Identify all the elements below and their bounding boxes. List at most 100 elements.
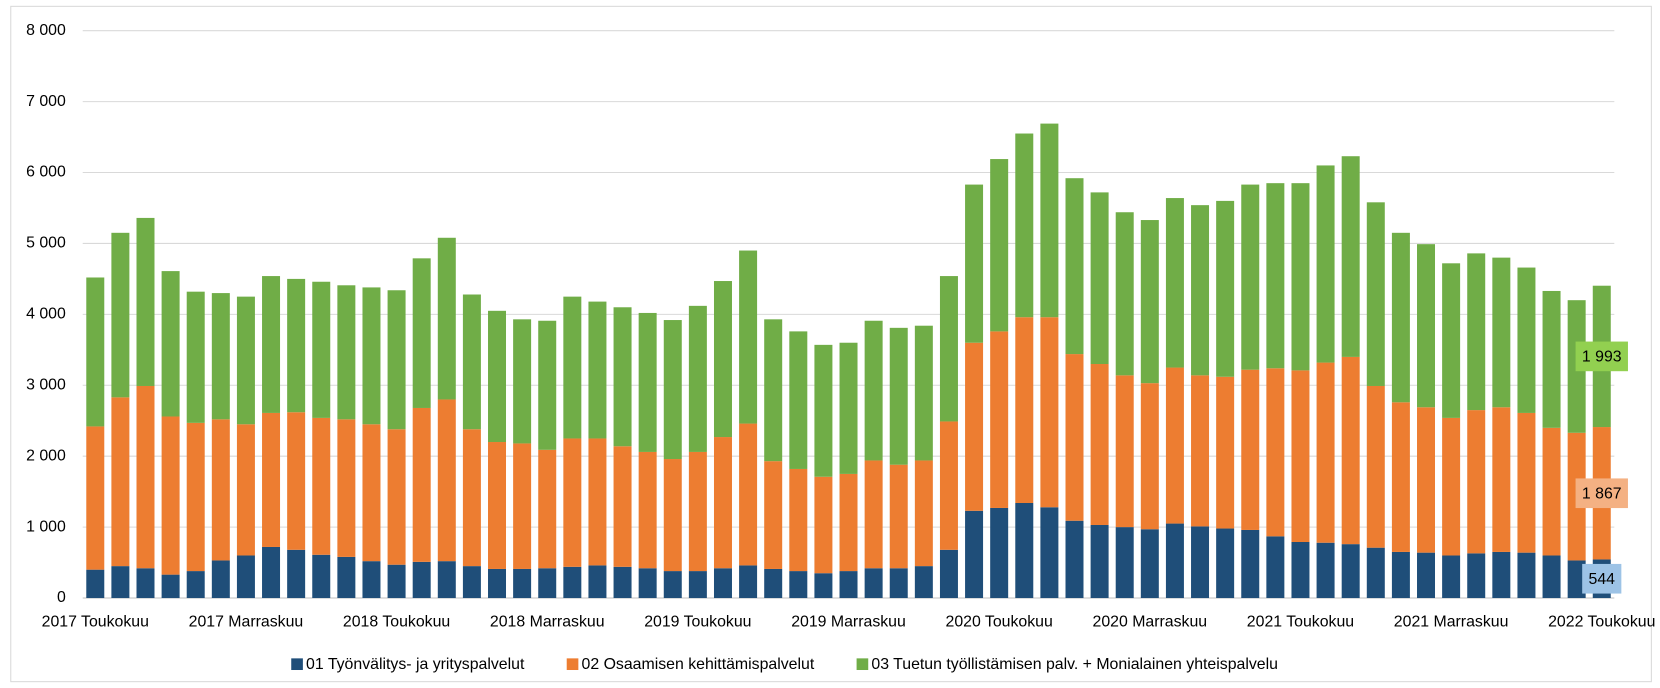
bar-segment xyxy=(287,549,306,599)
bar-segment xyxy=(1165,523,1184,599)
bar-segment xyxy=(1015,503,1034,599)
bar-segment xyxy=(990,507,1009,599)
bar-segment xyxy=(914,566,933,599)
bar-segment xyxy=(1216,200,1235,377)
bar-segment xyxy=(613,446,632,567)
bar-segment xyxy=(136,568,155,599)
bar-segment xyxy=(588,438,607,566)
x-tick-label: 2021 Marraskuu xyxy=(1394,614,1509,631)
bar-segment xyxy=(1366,202,1385,386)
bar-segment xyxy=(990,159,1009,332)
bar-segment xyxy=(1316,165,1335,363)
bar-segment xyxy=(488,442,507,569)
bar-segment xyxy=(914,460,933,567)
bar-segment xyxy=(538,568,557,599)
bar-segment xyxy=(1417,244,1436,408)
bar-segment xyxy=(111,232,130,398)
bar-segment xyxy=(1467,553,1486,599)
x-tick-label: 2017 Marraskuu xyxy=(189,614,304,631)
bar-segment xyxy=(688,571,707,599)
bar-segment xyxy=(186,422,205,572)
bar-segment xyxy=(1366,385,1385,548)
bar-segment xyxy=(1040,317,1059,508)
bar-segment xyxy=(538,320,557,450)
y-tick-label: 7 000 xyxy=(26,93,66,110)
data-label-box xyxy=(1575,341,1628,372)
bar-segment xyxy=(713,437,732,569)
bar-segment xyxy=(789,331,808,469)
bar-segment xyxy=(362,561,381,599)
bar-segment xyxy=(111,397,130,567)
bar-segment xyxy=(287,278,306,413)
bar-segment xyxy=(1191,205,1210,376)
bar-segment xyxy=(1191,375,1210,527)
bar-segment xyxy=(739,565,758,599)
bar-segment xyxy=(337,556,356,599)
bar-segment xyxy=(990,331,1009,508)
bar-segment xyxy=(262,546,281,599)
bar-segment xyxy=(1090,524,1109,599)
bar-segment xyxy=(814,573,833,599)
bar-segment xyxy=(663,571,682,599)
bar-segment xyxy=(1417,407,1436,553)
bar-segment xyxy=(638,568,657,599)
bar-segment xyxy=(312,281,331,418)
bar-segment xyxy=(287,412,306,550)
bar-segment xyxy=(1165,367,1184,524)
bar-segment xyxy=(387,564,406,599)
bar-segment xyxy=(1542,427,1561,556)
bar-segment xyxy=(839,473,858,572)
y-tick-label: 2 000 xyxy=(26,447,66,464)
bar-segment xyxy=(713,568,732,599)
bar-segment xyxy=(211,293,230,420)
bar-segment xyxy=(839,342,858,474)
x-tick-label: 2020 Toukokuu xyxy=(946,614,1053,631)
bar-segment xyxy=(462,566,481,599)
bar-segment xyxy=(1241,369,1260,530)
bar-segment xyxy=(563,438,582,567)
bar-segment xyxy=(713,281,732,438)
bar-segment xyxy=(588,565,607,599)
data-label: 1 993 xyxy=(1582,349,1622,366)
bar-segment xyxy=(1115,212,1134,376)
bar-segment xyxy=(161,574,180,599)
bar-segment xyxy=(337,285,356,420)
bar-segment xyxy=(1015,133,1034,318)
bar-segment xyxy=(1391,232,1410,403)
bar-segment xyxy=(1191,526,1210,599)
bar-segment xyxy=(688,451,707,572)
bar-segment xyxy=(1241,184,1260,370)
legend-swatch xyxy=(291,658,303,671)
bar-segment xyxy=(1165,198,1184,368)
bar-segment xyxy=(1316,542,1335,599)
bar-segment xyxy=(663,459,682,572)
y-tick-label: 1 000 xyxy=(26,518,66,535)
legend-label: 03 Tuetun työllistämisen palv. + Moniala… xyxy=(871,656,1278,673)
bar-segment xyxy=(1316,362,1335,543)
bar-segment xyxy=(1241,529,1260,599)
y-tick-label: 6 000 xyxy=(26,164,66,181)
bar-segment xyxy=(864,460,883,569)
bar-segment xyxy=(1266,183,1285,369)
bar-segment xyxy=(161,416,180,575)
bar-segment xyxy=(1140,220,1159,384)
bar-segment xyxy=(563,296,582,439)
bar-segment xyxy=(312,554,331,599)
bar-segment xyxy=(814,476,833,574)
bar-segment xyxy=(211,560,230,599)
bar-segment xyxy=(965,342,984,511)
bar-segment xyxy=(1065,520,1084,599)
bar-segment xyxy=(211,419,230,561)
bar-segment xyxy=(1442,417,1461,556)
bar-segment xyxy=(789,571,808,599)
bar-segment xyxy=(864,568,883,599)
bar-segment xyxy=(437,561,456,599)
bar-segment xyxy=(412,407,431,562)
bar-segment xyxy=(764,461,783,569)
legend-label: 02 Osaamisen kehittämispalvelut xyxy=(582,656,815,673)
bar-segment xyxy=(1366,547,1385,599)
bar-segment xyxy=(939,421,958,550)
legend-swatch xyxy=(566,658,579,671)
bar-segment xyxy=(1517,412,1536,553)
